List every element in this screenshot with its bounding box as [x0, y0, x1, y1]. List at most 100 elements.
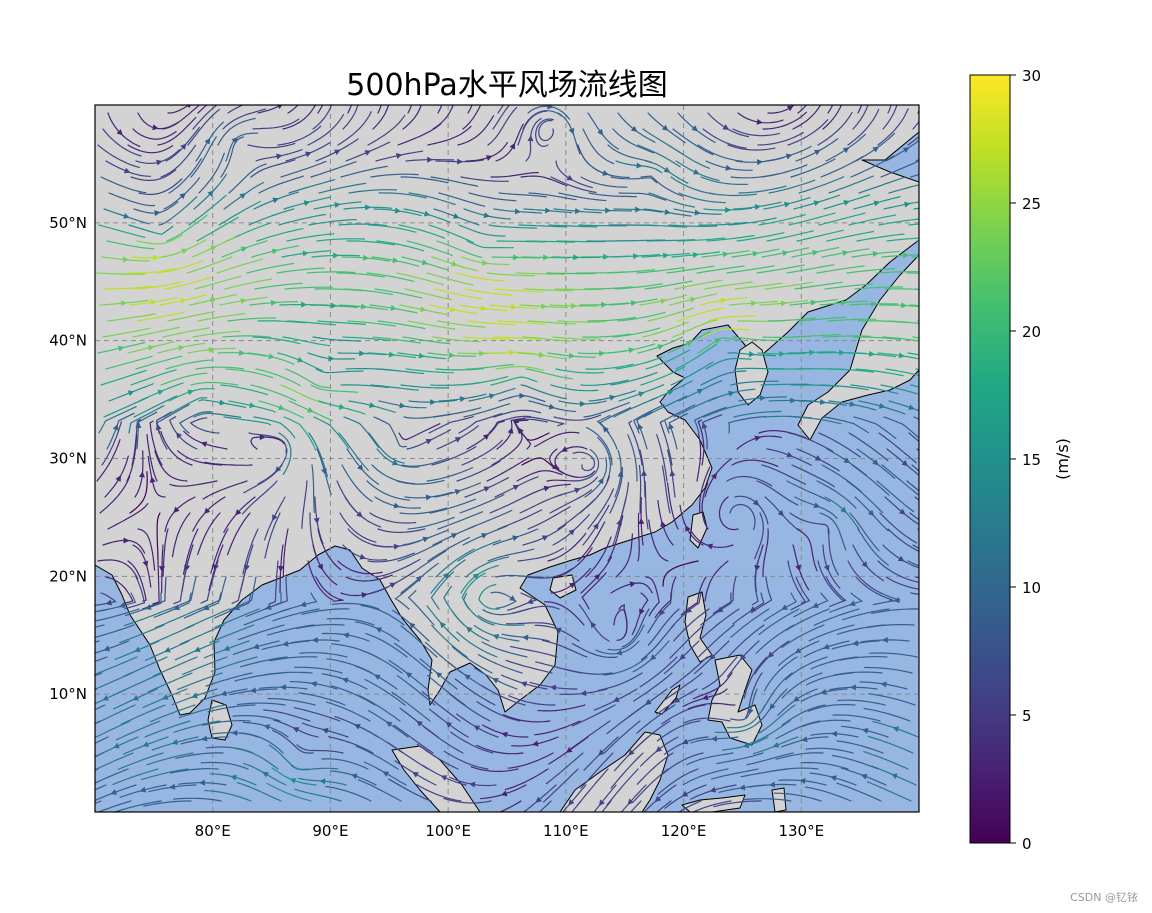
- streamline-arrow: [512, 535, 519, 542]
- streamline: [255, 368, 301, 387]
- streamline-arrow: [180, 143, 187, 150]
- streamline: [878, 432, 917, 464]
- streamline-arrow: [571, 302, 578, 309]
- streamline: [228, 163, 267, 194]
- streamline-arrow: [341, 677, 349, 684]
- streamline: [582, 333, 631, 338]
- streamline: [217, 117, 256, 146]
- streamline: [313, 416, 350, 449]
- streamline-arrow: [693, 168, 700, 175]
- streamline-arrow: [168, 783, 176, 790]
- streamline: [508, 695, 556, 706]
- streamline-arrow: [696, 388, 704, 395]
- streamline: [396, 272, 444, 286]
- streamline: [124, 576, 146, 610]
- streamline: [587, 488, 614, 530]
- streamline: [571, 643, 618, 658]
- streamline-arrow: [812, 249, 819, 256]
- streamline: [640, 365, 686, 386]
- streamline: [220, 384, 269, 396]
- streamline: [327, 736, 374, 754]
- streamline-arrow: [466, 626, 473, 633]
- streamline: [401, 457, 449, 467]
- streamline-arrow: [263, 724, 271, 731]
- streamline-arrow: [209, 297, 217, 304]
- streamline: [197, 313, 246, 322]
- streamline: [917, 528, 919, 531]
- streamline: [152, 656, 198, 677]
- streamline: [177, 450, 223, 466]
- streamline-arrow: [509, 595, 516, 602]
- streamline-arrow: [410, 87, 416, 93]
- streamline: [882, 105, 898, 130]
- y-tick-label: 30°N: [49, 450, 87, 468]
- streamline: [396, 479, 445, 485]
- streamline: [427, 125, 472, 146]
- streamline: [558, 192, 607, 202]
- streamline: [686, 752, 734, 766]
- streamline: [691, 800, 732, 812]
- streamline: [824, 283, 873, 290]
- streamline: [397, 541, 443, 562]
- streamline: [557, 320, 607, 323]
- streamline: [863, 707, 911, 722]
- streamline-arrow: [423, 210, 431, 217]
- streamline: [450, 731, 494, 754]
- streamline-arrow: [459, 396, 467, 403]
- streamline: [250, 159, 296, 178]
- streamline: [200, 560, 219, 604]
- streamline-arrow: [754, 435, 762, 442]
- streamline: [120, 704, 166, 725]
- streamline-arrow: [685, 607, 693, 614]
- streamline-arrow: [709, 653, 716, 660]
- streamline: [95, 784, 107, 791]
- streamline: [672, 128, 714, 156]
- streamline: [877, 560, 919, 584]
- streamline-arrow: [485, 155, 493, 161]
- streamline: [498, 800, 522, 812]
- streamline: [728, 624, 765, 658]
- streamline: [495, 574, 544, 578]
- streamline: [347, 320, 396, 327]
- streamline: [534, 118, 554, 147]
- streamline-arrow: [603, 253, 610, 260]
- streamline: [256, 228, 304, 242]
- streamline: [743, 798, 792, 802]
- streamline-arrow: [154, 210, 161, 217]
- streamline: [796, 229, 844, 242]
- streamline: [818, 432, 861, 458]
- streamline-arrow: [932, 592, 938, 598]
- streamline: [346, 240, 395, 246]
- streamline: [459, 494, 505, 514]
- streamline: [743, 656, 768, 699]
- streamline-arrow: [592, 522, 599, 530]
- streamline: [476, 744, 524, 755]
- streamline-arrow: [833, 88, 839, 94]
- streamline-arrow: [565, 746, 573, 753]
- streamline-arrow: [360, 303, 368, 310]
- streamline: [511, 605, 560, 614]
- streamline: [298, 692, 346, 706]
- streamline-arrow: [382, 771, 390, 777]
- streamline: [95, 656, 138, 675]
- streamline: [178, 704, 226, 719]
- streamline-arrow: [709, 786, 717, 793]
- streamline-arrow: [568, 352, 575, 359]
- streamline: [317, 105, 324, 114]
- streamline: [666, 482, 679, 530]
- streamline: [283, 416, 317, 451]
- streamline-arrow: [149, 476, 156, 483]
- streamline: [126, 268, 175, 274]
- streamline-arrow: [249, 402, 256, 409]
- streamline: [282, 336, 331, 347]
- streamline: [407, 320, 456, 330]
- streamline-arrow: [891, 773, 898, 780]
- streamline: [396, 675, 436, 706]
- streamline: [538, 119, 555, 142]
- streamline-arrow: [660, 298, 667, 305]
- streamline: [545, 752, 584, 785]
- streamline: [805, 747, 854, 754]
- streamline: [909, 304, 919, 307]
- x-tick-label: 130°E: [778, 822, 824, 840]
- streamline: [202, 720, 251, 726]
